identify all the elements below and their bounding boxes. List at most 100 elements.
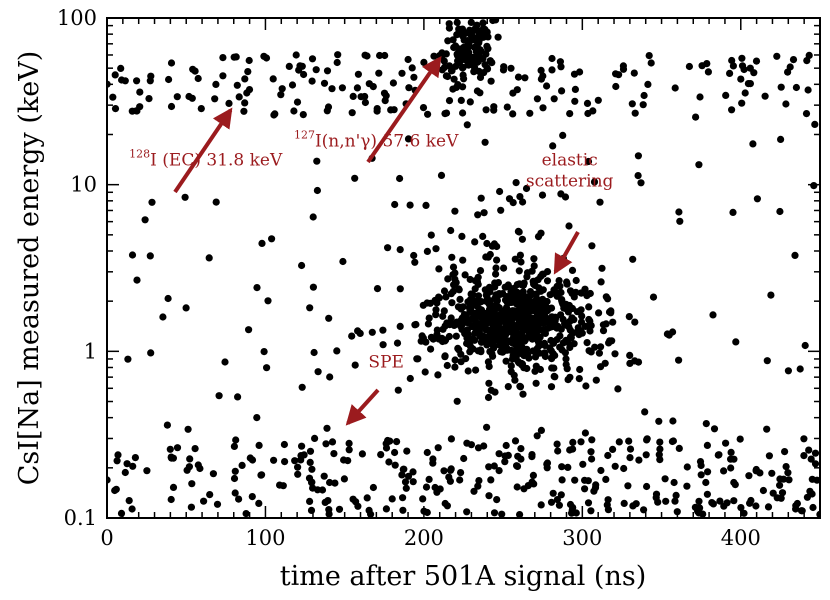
data-point xyxy=(671,84,679,92)
data-point xyxy=(513,86,521,94)
data-point xyxy=(669,437,678,445)
data-point xyxy=(455,286,463,294)
data-point xyxy=(429,335,437,343)
data-point xyxy=(482,50,490,58)
data-point xyxy=(280,440,288,449)
data-point xyxy=(704,68,713,76)
data-point xyxy=(773,52,781,60)
data-point xyxy=(439,325,447,333)
data-point xyxy=(809,503,817,512)
data-point xyxy=(558,87,566,95)
data-point xyxy=(391,200,399,209)
data-point xyxy=(131,454,139,462)
data-point xyxy=(740,509,748,517)
data-point xyxy=(333,347,341,355)
data-point xyxy=(447,226,455,235)
data-point xyxy=(463,439,471,447)
data-point xyxy=(761,92,769,100)
data-point xyxy=(521,337,529,345)
data-point xyxy=(602,475,610,483)
data-point xyxy=(164,294,172,303)
data-point xyxy=(675,356,683,364)
data-point xyxy=(515,343,523,351)
data-point xyxy=(389,79,397,87)
data-point xyxy=(401,478,410,486)
data-point xyxy=(323,107,331,115)
data-point xyxy=(531,314,540,322)
data-point xyxy=(685,62,694,71)
data-point xyxy=(592,481,600,489)
data-point xyxy=(547,383,556,391)
data-point xyxy=(125,497,133,505)
data-point xyxy=(507,64,515,72)
data-point xyxy=(382,505,390,513)
data-point xyxy=(590,487,598,495)
data-point xyxy=(483,423,491,431)
data-point xyxy=(568,509,576,517)
data-point xyxy=(640,506,648,514)
data-point xyxy=(449,271,457,279)
data-point xyxy=(308,77,316,85)
data-point xyxy=(205,254,213,262)
data-point xyxy=(503,298,511,306)
data-point xyxy=(596,198,604,206)
data-point xyxy=(281,458,289,466)
x-tick-label: 200 xyxy=(404,526,444,550)
data-point xyxy=(811,449,820,457)
data-point xyxy=(482,106,490,114)
data-point xyxy=(459,303,467,311)
data-point xyxy=(539,318,547,326)
data-point xyxy=(529,471,538,479)
data-point xyxy=(546,321,554,329)
data-point xyxy=(490,312,498,320)
data-point xyxy=(434,371,442,379)
data-point xyxy=(409,468,417,476)
annotation-label: 127I(n,n'γ) 57.6 keV xyxy=(294,128,459,151)
data-point xyxy=(695,161,703,169)
data-point xyxy=(185,463,193,471)
x-tick-label: 0 xyxy=(100,526,113,550)
data-point xyxy=(461,271,469,279)
data-point xyxy=(566,326,574,334)
data-point xyxy=(523,364,531,373)
data-point xyxy=(484,393,493,402)
data-point xyxy=(398,471,406,479)
data-point xyxy=(595,349,604,357)
data-point xyxy=(655,417,663,425)
data-point xyxy=(288,81,297,89)
data-point xyxy=(597,343,605,351)
data-point xyxy=(434,444,442,452)
data-point xyxy=(165,75,173,84)
data-point xyxy=(626,454,634,462)
data-point xyxy=(559,339,567,347)
data-point xyxy=(325,506,333,514)
data-point xyxy=(331,479,339,487)
data-point xyxy=(234,393,242,401)
data-point xyxy=(517,445,525,453)
y-tick-label: 10 xyxy=(70,173,97,197)
data-point xyxy=(421,368,429,376)
data-point xyxy=(781,448,789,456)
data-point xyxy=(458,232,466,240)
data-point xyxy=(558,463,566,471)
data-point xyxy=(442,109,451,117)
data-point xyxy=(516,193,524,201)
data-point xyxy=(340,475,348,483)
data-point xyxy=(497,206,505,214)
data-point xyxy=(258,471,266,479)
data-point xyxy=(306,458,314,466)
data-point xyxy=(554,322,562,331)
data-point xyxy=(393,438,401,446)
data-point xyxy=(169,454,177,462)
data-point xyxy=(553,440,561,448)
annotation-arrow xyxy=(553,231,580,275)
data-point xyxy=(455,59,464,67)
data-point xyxy=(248,493,256,501)
data-point xyxy=(776,481,784,489)
data-point xyxy=(404,472,413,480)
axis-ticks: 0 100 200 300 400 0.1 1 10 100 xyxy=(57,6,821,550)
data-point xyxy=(488,59,496,67)
data-point xyxy=(629,502,637,510)
data-point xyxy=(656,438,664,446)
data-point xyxy=(489,352,497,360)
